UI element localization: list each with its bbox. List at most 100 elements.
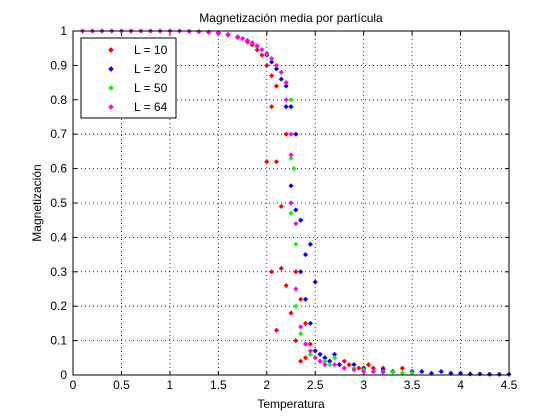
- x-axis-title: Temperatura: [257, 397, 325, 411]
- data-point: [317, 358, 323, 364]
- data-point: [312, 348, 318, 354]
- legend-marker: [108, 47, 114, 53]
- y-tick-label: 0.2: [50, 299, 67, 313]
- data-point: [361, 368, 367, 375]
- data-point: [438, 368, 444, 375]
- x-tick-labels: 0 0.5 1 1.5 2 2.5 3 3.5 4 4.5: [70, 378, 518, 392]
- data-point: [298, 331, 304, 337]
- data-point: [307, 241, 314, 247]
- data-point: [278, 76, 284, 82]
- data-point: [288, 104, 294, 110]
- plot-frame: [72, 30, 510, 376]
- data-point: [419, 368, 425, 375]
- data-point: [293, 207, 299, 213]
- data-point: [264, 50, 270, 57]
- data-point: [336, 362, 343, 368]
- x-tick-label: 2: [263, 378, 270, 392]
- data-point: [302, 251, 309, 258]
- y-tick-label: 1: [60, 24, 67, 38]
- data-point: [365, 362, 372, 368]
- legend-label: L = 64: [134, 100, 168, 114]
- data-point: [283, 282, 289, 289]
- data-point: [268, 104, 275, 110]
- data-point: [346, 362, 352, 368]
- chart-title: Magnetización media por partícula: [199, 11, 383, 25]
- data-point: [288, 131, 294, 137]
- data-point: [278, 203, 284, 210]
- data-point: [291, 165, 297, 172]
- data-point: [288, 152, 294, 158]
- data-point: [215, 30, 221, 36]
- data-point: [302, 296, 309, 302]
- data-point: [327, 362, 333, 368]
- data-point: [467, 371, 473, 377]
- data-point: [322, 362, 328, 368]
- data-point: [283, 97, 289, 103]
- data-point: [307, 320, 314, 327]
- data-point: [428, 370, 435, 376]
- x-tick-label: 0.5: [113, 378, 130, 392]
- data-point: [288, 310, 294, 316]
- data-point: [288, 155, 294, 161]
- data-point: [341, 365, 347, 371]
- legend-label: L = 50: [134, 81, 168, 95]
- x-tick-label: 2.5: [307, 378, 324, 392]
- data-point: [351, 367, 357, 373]
- data-point: [293, 286, 299, 292]
- data-point: [331, 362, 338, 368]
- data-point: [249, 40, 255, 46]
- data-point: [268, 55, 275, 62]
- x-tick-label: 3: [360, 378, 367, 392]
- x-tick-label: 0: [70, 378, 77, 392]
- data-point: [254, 47, 260, 53]
- x-tick-label: 4: [457, 378, 464, 392]
- data-point: [293, 241, 299, 247]
- data-point: [264, 62, 270, 69]
- data-point: [283, 83, 289, 89]
- data-point: [254, 43, 260, 49]
- y-tick-label: 0.6: [50, 162, 67, 176]
- y-tick-label: 0.5: [50, 196, 67, 210]
- data-point: [341, 358, 347, 364]
- data-point: [283, 131, 289, 137]
- data-point: [239, 35, 246, 42]
- data-point: [225, 31, 231, 38]
- data-point: [273, 327, 280, 333]
- data-point: [278, 69, 284, 75]
- legend-marker: [108, 104, 114, 110]
- data-point: [273, 62, 280, 69]
- legend-marker: [108, 66, 114, 72]
- data-point: [298, 324, 304, 330]
- data-point: [273, 66, 280, 72]
- data-point: [307, 348, 314, 354]
- legend: L = 10 L = 20 L = 50 L = 64: [80, 37, 177, 119]
- data-point: [278, 265, 284, 272]
- data-point: [298, 269, 304, 275]
- data-point: [288, 200, 294, 206]
- data-point: [235, 34, 241, 40]
- data-point: [298, 217, 304, 223]
- data-point: [477, 371, 483, 377]
- data-point: [312, 355, 318, 361]
- y-tick-label: 0.3: [50, 265, 67, 279]
- y-tick-labels: 0 0.1 0.2 0.3 0.4 0.5 0.6 0.7 0.8 0.9 1: [50, 24, 67, 382]
- data-point: [273, 83, 280, 89]
- x-tick-label: 1: [167, 378, 174, 392]
- data-point: [268, 269, 275, 275]
- data-point: [288, 210, 294, 216]
- legend-marker: [108, 85, 114, 91]
- y-axis-title: Magnetización: [30, 164, 44, 241]
- data-point: [317, 351, 323, 358]
- data-point: [302, 341, 309, 347]
- data-point: [298, 296, 304, 302]
- data-point: [259, 46, 265, 53]
- data-point: [457, 370, 464, 376]
- x-tick-label: 4.5: [501, 378, 518, 392]
- data-point: [273, 159, 280, 165]
- legend-label: L = 10: [134, 43, 168, 57]
- data-point: [302, 320, 309, 327]
- x-tick-label: 3.5: [404, 378, 421, 392]
- x-tick-label: 1.5: [210, 378, 227, 392]
- data-point: [283, 104, 289, 110]
